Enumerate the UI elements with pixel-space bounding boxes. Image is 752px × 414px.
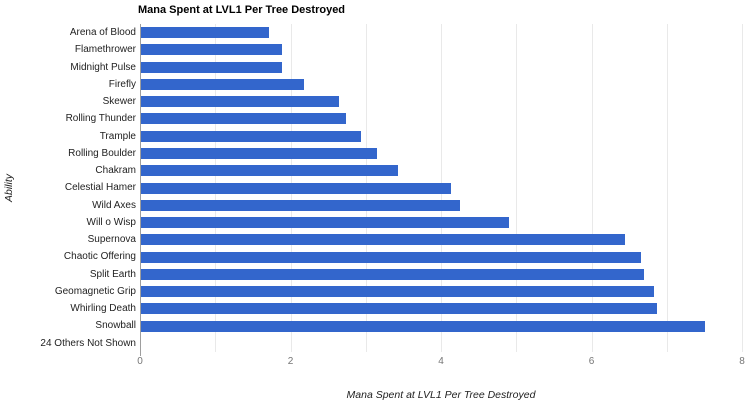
- x-tick-label: 6: [588, 356, 595, 367]
- plot-area: [140, 24, 743, 356]
- bar: [141, 199, 461, 211]
- bar: [141, 286, 655, 298]
- category-label: Will o Wisp: [86, 216, 136, 228]
- bar: [141, 27, 269, 39]
- x-tick-label: 4: [438, 356, 444, 367]
- category-label: Arena of Blood: [69, 27, 136, 38]
- bar: [141, 251, 641, 263]
- x-tick-label: 2: [287, 356, 294, 367]
- bar: [141, 234, 625, 246]
- category-label: Geomagnetic Grip: [54, 285, 136, 297]
- y-axis-line: [140, 24, 141, 356]
- bar: [141, 165, 398, 177]
- category-label: Skewer: [102, 96, 136, 108]
- category-label: Firefly: [108, 78, 136, 90]
- category-label: Snowball: [95, 320, 136, 332]
- category-label: Celestial Hamer: [64, 182, 136, 194]
- x-tick-label: 0: [137, 356, 143, 367]
- bar: [141, 268, 644, 280]
- bar: [141, 78, 305, 90]
- bar: [141, 182, 452, 194]
- category-label: Rolling Thunder: [65, 113, 136, 125]
- bar: [141, 130, 361, 142]
- category-label: 24 Others Not Shown: [40, 337, 136, 349]
- bar: [141, 44, 282, 56]
- category-label: Rolling Boulder: [68, 147, 136, 159]
- chart-title: Mana Spent at LVL1 Per Tree Destroyed: [138, 4, 346, 16]
- bar: [141, 96, 339, 108]
- category-label: Supernova: [87, 234, 136, 246]
- gridline: [742, 24, 743, 352]
- category-label: Chaotic Offering: [63, 251, 136, 263]
- bar: [141, 147, 377, 159]
- category-label: Trample: [99, 130, 136, 142]
- bar: [141, 61, 282, 73]
- bar: [141, 303, 658, 315]
- category-label: Midnight Pulse: [70, 61, 136, 73]
- gridline: [591, 24, 593, 352]
- x-tick-label: 8: [739, 356, 745, 367]
- category-label: Split Earth: [89, 268, 136, 280]
- bar: [141, 217, 509, 229]
- category-label: Chakram: [95, 165, 136, 177]
- bar: [141, 320, 706, 332]
- category-labels: Arena of Blood Flamethrower Midnight Pulse…: [0, 24, 136, 352]
- category-label: Flamethrower: [74, 44, 136, 56]
- gridline: [666, 24, 668, 352]
- category-label: Whirling Death: [70, 303, 136, 315]
- category-label: Wild Axes: [92, 199, 136, 211]
- x-axis-title: Mana Spent at LVL1 Per Tree Destroyed: [346, 389, 536, 401]
- gridline: [516, 24, 518, 352]
- bar: [141, 113, 347, 125]
